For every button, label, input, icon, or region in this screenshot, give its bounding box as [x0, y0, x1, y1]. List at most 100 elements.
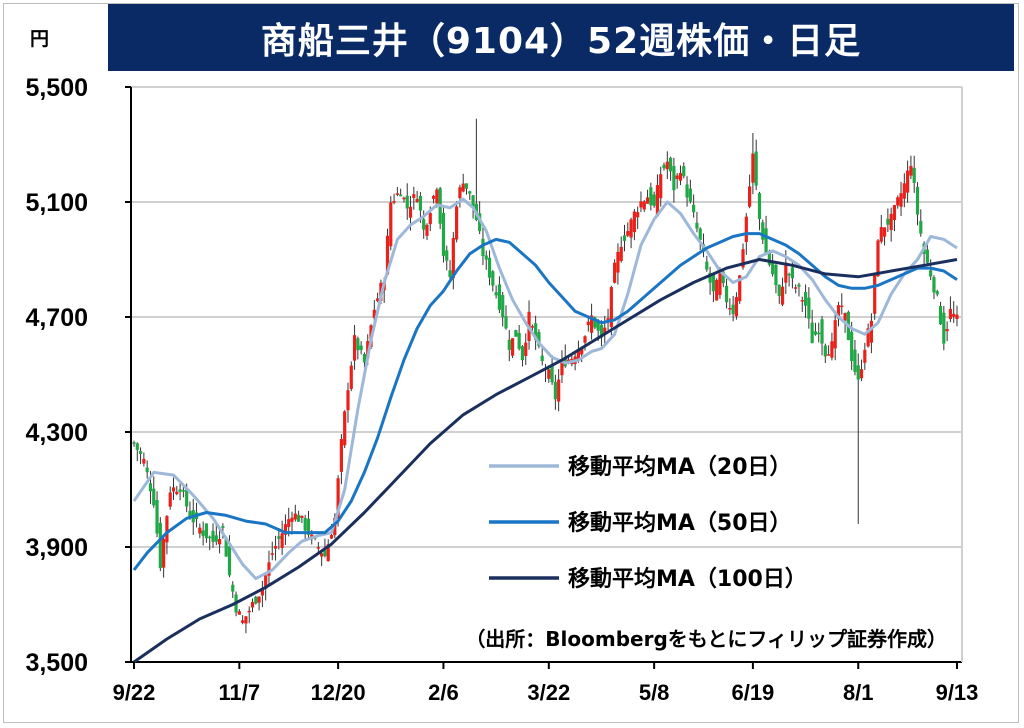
x-tick-label: 9/22 — [113, 680, 156, 705]
candle-body — [267, 562, 271, 576]
candle-body — [790, 267, 794, 279]
candle-body — [711, 273, 715, 292]
candle-body — [662, 164, 666, 169]
candle-body — [231, 584, 235, 592]
candle-body — [481, 238, 485, 257]
ma-line-0 — [132, 197, 958, 581]
y-tick-label: 5,500 — [25, 74, 88, 102]
candle-body — [807, 297, 811, 319]
candle-body — [343, 411, 347, 446]
candle-body — [273, 546, 278, 549]
candle-body — [224, 539, 228, 557]
candle-body — [892, 205, 897, 221]
candle-body — [794, 287, 798, 289]
candle-body — [293, 513, 297, 520]
candle-body — [346, 390, 350, 411]
candle-body — [836, 305, 841, 319]
chart-frame — [3, 3, 1019, 723]
candle-body — [876, 240, 880, 277]
candle-body — [316, 547, 320, 549]
candle-body — [158, 522, 162, 569]
x-tick-label: 8/1 — [843, 680, 874, 705]
candle-body — [708, 272, 712, 283]
candle-body — [557, 379, 561, 402]
candle-body — [507, 339, 511, 350]
candle-body — [810, 322, 814, 344]
candle-body — [787, 273, 791, 276]
candle-body — [889, 213, 893, 231]
candle-body — [221, 526, 225, 528]
candle-body — [642, 201, 646, 210]
candle-body — [339, 439, 343, 472]
candle-body — [152, 488, 156, 506]
candle-body — [603, 327, 607, 335]
candle-body — [830, 341, 834, 358]
candle-body — [761, 222, 765, 240]
candle-body — [935, 291, 939, 295]
candle-body — [688, 188, 692, 202]
candle-body — [458, 187, 462, 199]
candle-body — [428, 212, 432, 225]
candle-body — [494, 292, 498, 296]
moving-average-lines — [132, 197, 958, 664]
y-tick-label: 4,700 — [25, 304, 88, 332]
candle-body — [254, 596, 258, 604]
candle-body — [487, 257, 492, 278]
candle-body — [576, 349, 581, 361]
x-tick-label: 6/19 — [731, 680, 774, 705]
candle-body — [645, 197, 650, 204]
candle-body — [715, 279, 719, 301]
candle-body — [181, 490, 185, 492]
candle-body — [227, 546, 232, 576]
candle-body — [280, 533, 284, 548]
candle-body — [491, 271, 495, 286]
chart-title: 商船三井（9104）52週株価・日足 — [260, 20, 862, 62]
candle-body — [626, 231, 630, 236]
candle-body — [899, 193, 903, 207]
candle-body — [408, 206, 413, 218]
candle-body — [863, 349, 867, 363]
source-note: （出所：Bloombergをもとにフィリップ証券作成） — [465, 627, 947, 651]
candle-body — [148, 483, 153, 492]
candle-body — [850, 331, 854, 362]
candle-body — [859, 369, 864, 379]
candle-body — [297, 514, 301, 522]
candle-body — [659, 174, 663, 199]
candle-body — [534, 323, 538, 340]
candle-body — [925, 249, 929, 263]
candle-body — [636, 212, 640, 218]
candle-body — [162, 538, 166, 568]
axes — [130, 87, 963, 663]
candle-body — [290, 517, 294, 522]
candle-body — [320, 553, 324, 557]
candle-body — [843, 312, 847, 321]
candle-body — [672, 166, 676, 191]
candle-body — [464, 183, 469, 189]
candle-body — [283, 524, 288, 535]
candle-body — [326, 544, 330, 562]
candle-body — [678, 172, 683, 181]
candle-body — [323, 550, 327, 557]
candle-body — [599, 324, 604, 338]
candle-body — [593, 317, 597, 328]
legend-label: 移動平均MA（50日） — [568, 510, 792, 536]
candle-body — [853, 349, 857, 372]
candle-body — [767, 252, 771, 265]
title-bar: 商船三井（9104）52週株価・日足 — [108, 4, 1014, 71]
candle-body — [497, 284, 502, 310]
candle-body — [771, 260, 775, 275]
candle-body — [698, 228, 702, 240]
candle-body — [586, 321, 590, 326]
candle-body — [655, 185, 660, 217]
candle-body — [757, 193, 762, 220]
legend-label: 移動平均MA（20日） — [568, 454, 792, 480]
candle-body — [547, 369, 551, 379]
candle-body — [912, 167, 916, 183]
candle-body — [606, 318, 610, 321]
candle-body — [751, 153, 755, 183]
candle-body — [668, 157, 673, 172]
y-tick-label: 4,300 — [25, 419, 88, 447]
candle-body — [138, 451, 143, 454]
candle-body — [820, 319, 824, 344]
legend-label: 移動平均MA（100日） — [568, 566, 807, 592]
